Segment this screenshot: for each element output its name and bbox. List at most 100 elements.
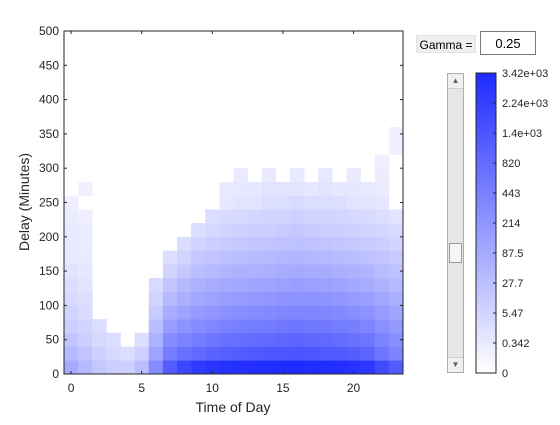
- heatmap-cell: [177, 277, 192, 292]
- heatmap-cell: [162, 319, 178, 334]
- heatmap-cell: [64, 305, 79, 320]
- slider-down-arrow-icon[interactable]: ▼: [448, 357, 463, 372]
- heatmap-cell: [106, 360, 121, 375]
- heatmap-cell: [290, 209, 305, 224]
- heatmap-cell: [191, 264, 206, 279]
- heatmap-cell: [290, 195, 305, 210]
- heatmap-cell: [332, 291, 347, 306]
- heatmap-cell: [247, 291, 263, 306]
- heatmap-cell: [177, 319, 192, 334]
- heatmap-cell: [346, 264, 361, 279]
- heatmap-cell: [78, 209, 93, 224]
- heatmap-cell: [374, 277, 390, 292]
- heatmap-cell: [233, 168, 248, 183]
- heatmap-cell: [148, 277, 164, 292]
- heatmap-cell: [78, 236, 93, 251]
- heatmap-cell: [64, 236, 79, 251]
- heatmap-cell: [360, 346, 376, 361]
- heatmap-cell: [219, 195, 234, 210]
- heatmap-cell: [318, 223, 333, 238]
- heatmap-cell: [162, 305, 178, 320]
- heatmap-cell: [275, 277, 291, 292]
- heatmap-cell: [78, 250, 93, 265]
- heatmap-cell: [64, 360, 79, 375]
- heatmap-cell: [261, 291, 277, 306]
- y-tick-label: 150: [39, 264, 59, 278]
- heatmap-cell: [275, 181, 291, 196]
- heatmap-cell: [332, 223, 347, 238]
- heatmap-cell: [332, 277, 347, 292]
- heatmap-cell: [78, 346, 93, 361]
- heatmap-cell: [64, 209, 79, 224]
- heatmap-cell: [332, 181, 347, 196]
- heatmap-cell: [205, 209, 220, 224]
- colorbar-tick-label: 214: [502, 218, 520, 230]
- heatmap-cell: [304, 291, 319, 306]
- heatmap-cell: [261, 360, 277, 375]
- heatmap-cell: [205, 346, 220, 361]
- heatmap-cell: [290, 305, 305, 320]
- colorbar-ticks: 3.42e+03 2.24e+03 1.4e+03 820 443 214 87.5 27.7…: [493, 68, 548, 380]
- colorbar-tick-label: 443: [502, 188, 520, 200]
- heatmap-cell: [64, 223, 79, 238]
- colorbar-tick-label: 2.24e+03: [502, 98, 548, 110]
- heatmap-cell: [304, 181, 319, 196]
- heatmap-cell: [346, 236, 361, 251]
- heatmap-cell: [78, 291, 93, 306]
- heatmap-cell: [346, 305, 361, 320]
- heatmap-cell: [290, 360, 305, 375]
- heatmap-cell: [148, 332, 164, 347]
- heatmap-cell: [261, 209, 277, 224]
- heatmap-cell: [233, 277, 248, 292]
- heatmap-cell: [388, 277, 404, 292]
- heatmap-cell: [64, 319, 79, 334]
- heatmap-cell: [346, 209, 361, 224]
- heatmap-cell: [332, 250, 347, 265]
- heatmap-cell: [78, 277, 93, 292]
- heatmap-cell: [219, 319, 234, 334]
- slider-thumb[interactable]: [449, 243, 462, 263]
- heatmap-cell: [318, 319, 333, 334]
- heatmap-cell: [247, 209, 263, 224]
- gamma-slider[interactable]: ▲ ▼: [447, 73, 464, 373]
- heatmap-cell: [177, 305, 192, 320]
- heatmap-cell: [205, 305, 220, 320]
- heatmap-cell: [148, 291, 164, 306]
- heatmap-cell: [134, 332, 150, 347]
- heatmap-cell: [162, 277, 178, 292]
- heatmap-cell: [346, 277, 361, 292]
- heatmap-cell: [162, 360, 178, 375]
- heatmap-cell: [233, 332, 248, 347]
- heatmap-cell: [261, 332, 277, 347]
- heatmap-cell: [261, 319, 277, 334]
- heatmap-cell: [148, 346, 164, 361]
- heatmap-cell: [360, 236, 376, 251]
- heatmap-cell: [64, 332, 79, 347]
- heatmap-cell: [374, 332, 390, 347]
- gamma-input[interactable]: [480, 31, 536, 55]
- x-tick-label: 10: [206, 381, 220, 395]
- heatmap-cell: [304, 209, 319, 224]
- heatmap-cell: [78, 223, 93, 238]
- heatmap-cell: [374, 360, 390, 375]
- heatmap-cell: [304, 223, 319, 238]
- heatmap-cell: [360, 181, 376, 196]
- heatmap-cell: [318, 360, 333, 375]
- y-tick-label: 300: [39, 161, 59, 175]
- heatmap-cell: [374, 264, 390, 279]
- heatmap-cell: [162, 346, 178, 361]
- heatmap-cell: [219, 181, 234, 196]
- heatmap-cell: [304, 195, 319, 210]
- heatmap-cell: [205, 277, 220, 292]
- heatmap-cell: [205, 250, 220, 265]
- slider-up-arrow-icon[interactable]: ▲: [448, 74, 463, 89]
- heatmap-cell: [247, 277, 263, 292]
- heatmap-cell: [247, 305, 263, 320]
- heatmap-cell: [261, 181, 277, 196]
- heatmap-cell: [64, 264, 79, 279]
- heatmap-cell: [205, 332, 220, 347]
- heatmap-cell: [247, 181, 263, 196]
- heatmap-cell: [134, 360, 150, 375]
- heatmap-cell: [191, 250, 206, 265]
- heatmap-cell: [191, 291, 206, 306]
